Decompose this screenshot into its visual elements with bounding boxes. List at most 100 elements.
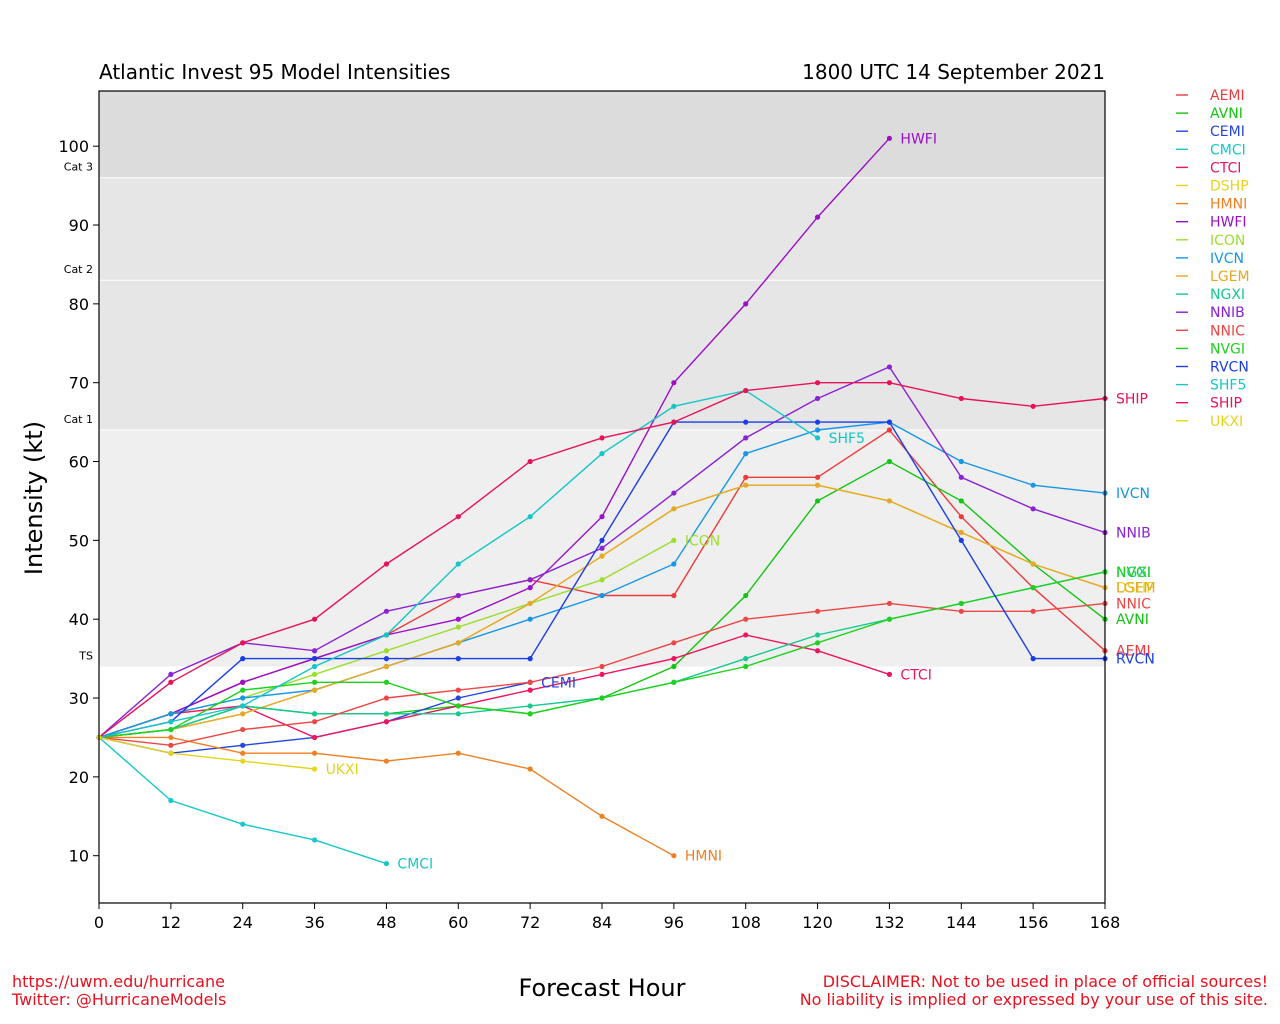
footer-twitter: Twitter: @HurricaneModels [12,991,226,1009]
point-ukxi [168,751,173,756]
footer-url[interactable]: https://uwm.edu/hurricane [12,973,226,991]
point-rvcn [240,656,245,661]
point-rvcn [1031,656,1036,661]
y-tick-label: 90 [69,216,89,235]
end-label-ukxi: UKXI [326,762,359,778]
x-tick-label: 120 [802,913,833,932]
legend-label-cemi: CEMI [1210,124,1245,140]
point-nnic [240,727,245,732]
point-nnib [599,546,604,551]
point-aemi [887,427,892,432]
x-tick-label: 36 [304,913,324,932]
chart-datetime: 1800 UTC 14 September 2021 [802,60,1105,84]
point-ship [456,514,461,519]
legend-label-dshp: DSHP [1210,179,1249,195]
point-hwfi [743,301,748,306]
point-hwfi [599,514,604,519]
end-label-hmni: HMNI [685,849,722,865]
end-label-cmci: CMCI [397,857,433,873]
point-lgem [887,498,892,503]
band-cat-3 [99,91,1105,178]
x-tick-label: 96 [664,913,684,932]
point-rvcn [815,420,820,425]
point-lgem [456,640,461,645]
point-nnib [168,672,173,677]
point-icon [384,648,389,653]
point-cmci [240,822,245,827]
legend-label-nvgi: NVGI [1210,341,1245,357]
footer-disclaimer: DISCLAIMER: Not to be used in place of o… [800,973,1268,1009]
point-ctci [384,719,389,724]
point-ship [168,680,173,685]
point-ivcn [815,427,820,432]
point-ivcn [168,711,173,716]
point-cemi [240,743,245,748]
point-cmci [312,837,317,842]
point-nvgi [1031,585,1036,590]
point-lgem [312,688,317,693]
point-nnib [959,475,964,480]
point-cemi [456,695,461,700]
point-shf5 [671,404,676,409]
legend-label-ivcn: IVCN [1210,251,1244,267]
point-ctci [815,648,820,653]
point-ivcn [240,695,245,700]
point-nvgi [887,617,892,622]
point-nnib [743,435,748,440]
point-hmni [384,758,389,763]
point-shf5 [815,435,820,440]
point-hwfi [815,215,820,220]
x-tick-label: 24 [233,913,253,932]
point-nnic [599,664,604,669]
point-ngxi [384,711,389,716]
end-label-cemi: CEMI [541,675,576,691]
point-lgem [671,506,676,511]
legend-label-rvcn: RVCN [1210,360,1249,376]
point-hwfi [240,680,245,685]
point-nnib [815,396,820,401]
legend-label-hmni: HMNI [1210,197,1247,213]
band-cat-2 [99,178,1105,280]
point-nnic [887,601,892,606]
point-nnic [815,609,820,614]
band-label-cat-2: Cat 2 [64,263,93,276]
point-aemi [815,475,820,480]
point-ukxi [240,758,245,763]
point-lgem [815,483,820,488]
x-tick-label: 84 [592,913,612,932]
point-nnib [528,577,533,582]
disclaimer-line-2: No liability is implied or expressed by … [800,991,1268,1009]
x-tick-label: 60 [448,913,468,932]
point-hmni [599,814,604,819]
y-axis-label: Intensity (kt) [20,421,48,575]
point-lgem [959,530,964,535]
point-icon [599,577,604,582]
intensity-category-bands: TS Cat 1 Cat 2 Cat 3 [64,91,1105,666]
end-label-ship: SHIP [1116,391,1148,407]
point-nvgi [384,680,389,685]
point-lgem [240,711,245,716]
point-shf5 [384,632,389,637]
point-hwfi [671,380,676,385]
point-lgem [599,554,604,559]
point-aemi [743,475,748,480]
point-ship [959,396,964,401]
point-nnic [312,719,317,724]
point-ctci [743,632,748,637]
point-ivcn [528,617,533,622]
band-cat-1 [99,280,1105,430]
point-nnib [1031,506,1036,511]
point-nnic [959,609,964,614]
point-ngxi [528,703,533,708]
x-tick-label: 144 [946,913,977,932]
point-hwfi [887,136,892,141]
point-nvgi [599,695,604,700]
point-ship [384,561,389,566]
point-ivcn [1031,483,1036,488]
point-nnic [743,617,748,622]
point-ctci [312,735,317,740]
point-hmni [456,751,461,756]
end-label-rvcn: RVCN [1116,652,1155,668]
point-nvgi [815,640,820,645]
x-tick-label: 72 [520,913,540,932]
